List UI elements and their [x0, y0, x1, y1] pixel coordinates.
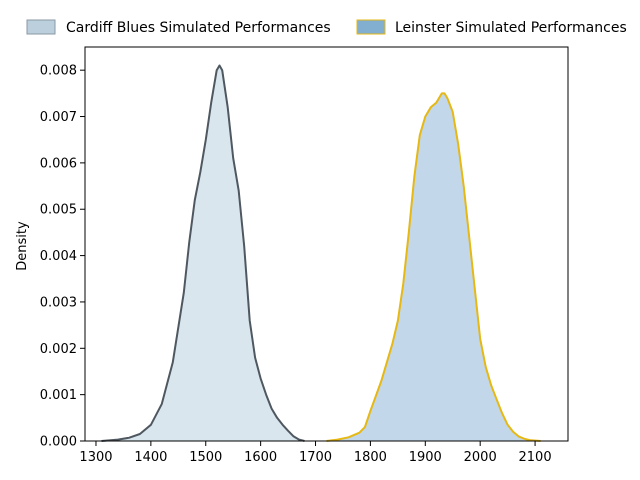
legend: Cardiff Blues Simulated Performances Lei… [26, 19, 627, 36]
x-tick-label: 1300 [79, 450, 112, 465]
x-tick-label: 1500 [189, 450, 222, 465]
legend-label-cardiff: Cardiff Blues Simulated Performances [66, 20, 331, 36]
series-layer [101, 64, 541, 442]
line-leinster [326, 92, 541, 442]
y-tick-label: 0.008 [40, 64, 77, 79]
x-tick-label: 2100 [519, 450, 552, 465]
y-tick-label: 0.002 [40, 342, 77, 357]
y-tick-label: 0.007 [40, 110, 77, 125]
y-tick-label: 0.003 [40, 295, 77, 310]
legend-label-leinster: Leinster Simulated Performances [395, 20, 627, 36]
area-leinster [326, 93, 541, 442]
y-axis: 0.000 0.001 0.002 0.003 0.004 0.005 0.006 0.007… [40, 64, 85, 450]
x-tick-label: 1700 [299, 450, 332, 465]
x-axis: 1300 1400 1500 1600 1700 1800 1900 2000 2100 [79, 441, 552, 465]
line-cardiff [101, 64, 305, 442]
x-tick-label: 1900 [409, 450, 442, 465]
legend-swatch-leinster [356, 19, 386, 35]
y-tick-label: 0.000 [40, 435, 77, 450]
y-tick-label: 0.001 [40, 388, 77, 403]
legend-swatch-cardiff [26, 19, 56, 35]
y-tick-label: 0.005 [40, 203, 77, 218]
plot-frame [84, 46, 569, 442]
x-tick-label: 2000 [464, 450, 497, 465]
y-tick-label: 0.006 [40, 156, 77, 171]
x-tick-label: 1600 [244, 450, 277, 465]
x-tick-label: 1400 [134, 450, 167, 465]
x-tick-label: 1800 [354, 450, 387, 465]
y-tick-label: 0.004 [40, 249, 77, 264]
y-axis-label: Density [15, 221, 30, 271]
area-cardiff [101, 65, 305, 441]
